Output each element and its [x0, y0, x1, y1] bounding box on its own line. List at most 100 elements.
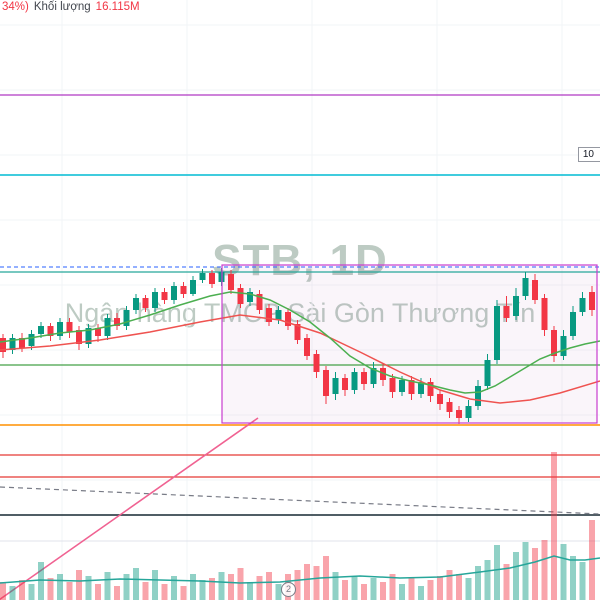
volume-bar — [589, 520, 595, 600]
volume-bar — [95, 584, 101, 600]
volume-bar — [570, 556, 576, 600]
volume-bar — [456, 574, 462, 600]
volume-bar — [304, 564, 310, 600]
candle — [551, 330, 557, 356]
candle — [47, 326, 54, 336]
candle — [513, 296, 519, 316]
volume-bar — [437, 576, 443, 600]
candle — [418, 382, 424, 394]
volume-bar — [484, 560, 491, 600]
volume-bar — [294, 570, 301, 600]
change-percent-fragment: 34%) — [2, 1, 29, 13]
candle — [19, 338, 25, 348]
candle — [199, 273, 206, 280]
candle — [427, 382, 434, 396]
candle — [332, 378, 339, 394]
candle — [361, 372, 367, 384]
candle — [76, 330, 82, 344]
volume-bar — [19, 580, 25, 600]
volume-bar — [532, 548, 538, 600]
candle — [38, 326, 44, 334]
candle — [408, 380, 415, 394]
volume-bar — [0, 582, 6, 600]
volume-bar — [389, 574, 396, 600]
volume-bar — [380, 582, 386, 600]
candle — [589, 292, 595, 310]
candle — [532, 280, 538, 300]
candles — [0, 268, 595, 424]
marker-badge[interactable]: 2 — [281, 582, 296, 597]
candle — [114, 318, 120, 326]
volume-bar — [47, 578, 54, 600]
horizontal-level-lines — [0, 94, 600, 542]
volume-bar — [503, 564, 510, 600]
candle — [237, 288, 244, 304]
range-rectangle-border — [221, 264, 598, 424]
volume-bar — [351, 576, 358, 600]
candle — [475, 386, 481, 406]
volume-bar — [218, 572, 225, 600]
ma-slow-line — [0, 314, 600, 404]
volume-bar — [522, 542, 529, 600]
volume-bar — [494, 545, 500, 600]
volume-bar — [114, 586, 120, 600]
volume-bar — [513, 552, 519, 600]
candle — [133, 298, 139, 310]
candle — [275, 310, 282, 320]
candle — [560, 336, 567, 356]
volume-bar — [66, 582, 73, 600]
candle — [446, 402, 453, 412]
volume-bar — [104, 572, 111, 600]
volume-bar — [171, 576, 177, 600]
candle — [570, 312, 576, 336]
candle — [123, 310, 130, 326]
volume-bar — [256, 576, 263, 600]
candle — [228, 274, 234, 290]
volume-bar — [313, 566, 320, 600]
candle — [152, 292, 158, 308]
volume-bar — [408, 578, 415, 600]
candle — [456, 410, 462, 418]
candle — [541, 298, 548, 330]
range-rectangle-fill — [222, 265, 597, 423]
volume-bar — [28, 584, 35, 600]
legend-row: 34%) Khối lượng 16.115M — [2, 1, 140, 13]
candle — [370, 368, 377, 384]
volume-bar — [361, 584, 367, 600]
volume-bar — [38, 562, 44, 600]
candle — [323, 370, 329, 396]
volume-bar — [427, 580, 434, 600]
volume-bar — [465, 578, 472, 600]
price-axis-label: 10 — [577, 147, 600, 162]
volume-bar — [399, 584, 405, 600]
volume-bar — [199, 580, 206, 600]
volume-bar — [190, 574, 196, 600]
candle — [190, 280, 196, 294]
candle — [95, 328, 101, 336]
volume-bar — [560, 544, 567, 600]
volume-bar — [370, 578, 377, 600]
candle — [85, 328, 92, 344]
volume-bar — [247, 582, 253, 600]
candle — [256, 294, 263, 310]
volume-bars — [0, 452, 595, 600]
volume-bar — [237, 568, 244, 600]
volume-bar — [541, 540, 548, 600]
candle — [57, 322, 63, 336]
candle — [66, 322, 73, 332]
volume-indicator-label[interactable]: Khối lượng — [33, 1, 91, 13]
volume-bar — [123, 574, 130, 600]
candle — [484, 360, 491, 386]
volume-ma-line — [0, 555, 600, 584]
volume-bar — [9, 586, 16, 600]
candle — [389, 378, 396, 392]
candle — [28, 334, 35, 346]
volume-bar — [57, 574, 63, 600]
candle — [0, 338, 6, 352]
volume-bar — [142, 582, 149, 600]
candle — [437, 394, 443, 404]
volume-bar — [551, 452, 557, 600]
